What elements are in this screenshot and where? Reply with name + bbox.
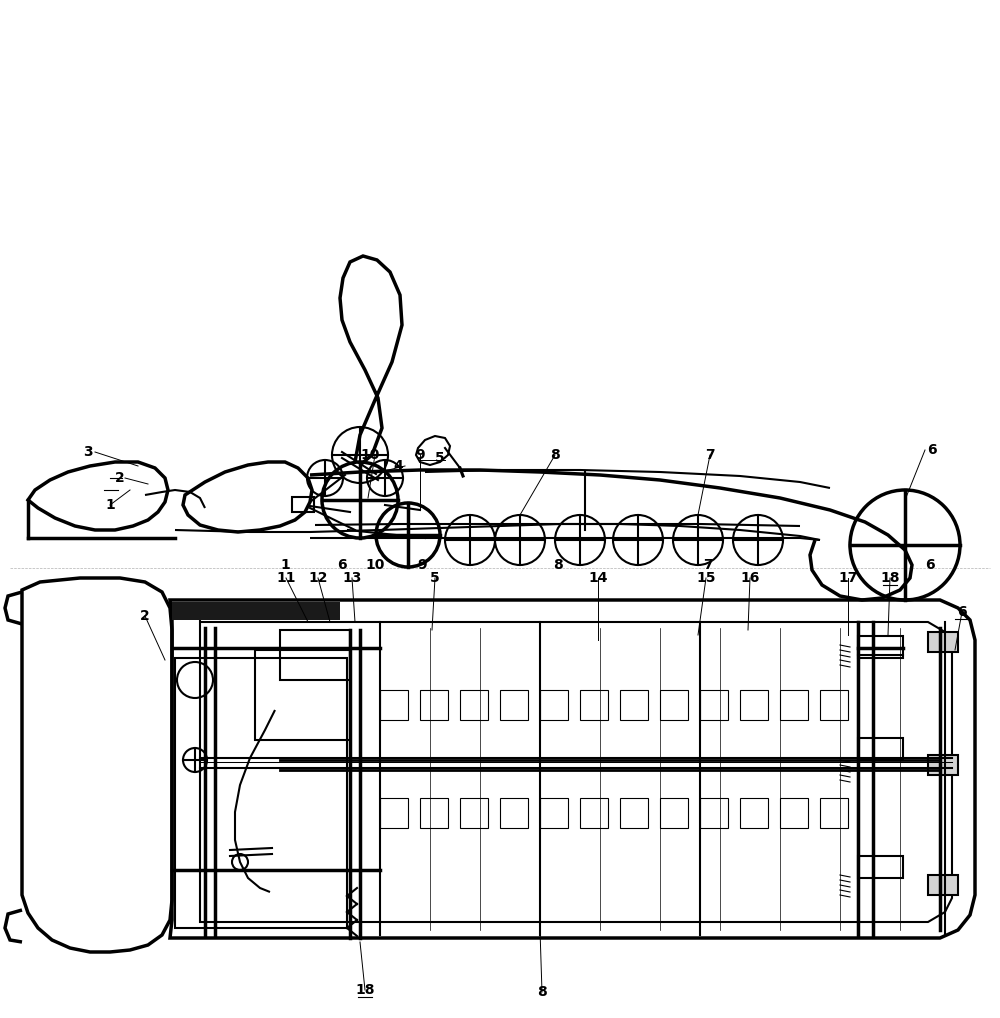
Text: 14: 14 bbox=[588, 571, 608, 585]
Text: 13: 13 bbox=[342, 571, 362, 585]
Bar bbox=[660, 798, 688, 828]
Bar bbox=[420, 798, 448, 828]
Text: 2: 2 bbox=[140, 609, 150, 623]
Text: 18: 18 bbox=[880, 571, 900, 585]
Text: 10: 10 bbox=[360, 448, 380, 462]
Text: 2: 2 bbox=[115, 471, 125, 485]
Bar bbox=[620, 690, 648, 720]
Text: 7: 7 bbox=[703, 558, 713, 572]
Text: 11: 11 bbox=[276, 571, 296, 585]
Text: 17: 17 bbox=[838, 571, 858, 585]
Bar bbox=[858, 636, 903, 658]
Bar bbox=[540, 690, 568, 720]
Text: 5: 5 bbox=[430, 571, 440, 585]
Bar bbox=[928, 632, 958, 652]
Text: 8: 8 bbox=[550, 448, 560, 462]
Bar bbox=[580, 690, 608, 720]
Bar bbox=[540, 798, 568, 828]
Text: 8: 8 bbox=[553, 558, 563, 572]
Bar bbox=[172, 602, 340, 620]
Text: 12: 12 bbox=[308, 571, 328, 585]
Text: 7: 7 bbox=[705, 448, 715, 462]
Bar bbox=[280, 630, 350, 680]
Bar bbox=[460, 798, 488, 828]
Bar bbox=[780, 798, 808, 828]
Text: 5: 5 bbox=[435, 451, 445, 465]
Bar bbox=[740, 690, 768, 720]
Bar bbox=[700, 690, 728, 720]
Bar bbox=[292, 497, 314, 512]
Bar bbox=[928, 875, 958, 895]
Text: 3: 3 bbox=[83, 445, 93, 459]
Text: 1: 1 bbox=[280, 558, 290, 572]
Text: 4: 4 bbox=[393, 459, 403, 473]
Text: 9: 9 bbox=[417, 558, 427, 572]
Text: 10: 10 bbox=[365, 558, 385, 572]
Bar bbox=[500, 798, 528, 828]
Bar bbox=[500, 690, 528, 720]
Text: 6: 6 bbox=[337, 558, 347, 572]
Bar bbox=[620, 798, 648, 828]
Bar bbox=[380, 798, 408, 828]
Text: 1: 1 bbox=[105, 498, 115, 512]
Bar bbox=[660, 690, 688, 720]
Text: 16: 16 bbox=[740, 571, 760, 585]
Bar bbox=[460, 690, 488, 720]
Bar bbox=[820, 798, 848, 828]
Text: 6: 6 bbox=[927, 443, 937, 457]
Text: 8: 8 bbox=[537, 985, 547, 999]
Bar bbox=[175, 658, 347, 928]
Bar bbox=[780, 690, 808, 720]
Bar bbox=[580, 798, 608, 828]
Bar bbox=[858, 738, 903, 760]
Bar bbox=[858, 856, 903, 878]
Text: 6: 6 bbox=[957, 605, 967, 619]
Bar bbox=[928, 755, 958, 775]
Bar bbox=[820, 690, 848, 720]
Bar bbox=[420, 690, 448, 720]
Text: 15: 15 bbox=[696, 571, 716, 585]
Bar bbox=[740, 798, 768, 828]
Bar bbox=[255, 651, 350, 740]
Bar bbox=[380, 690, 408, 720]
Bar bbox=[700, 798, 728, 828]
Text: 6: 6 bbox=[925, 558, 935, 572]
Text: 9: 9 bbox=[415, 448, 425, 462]
Text: 18: 18 bbox=[355, 983, 375, 997]
